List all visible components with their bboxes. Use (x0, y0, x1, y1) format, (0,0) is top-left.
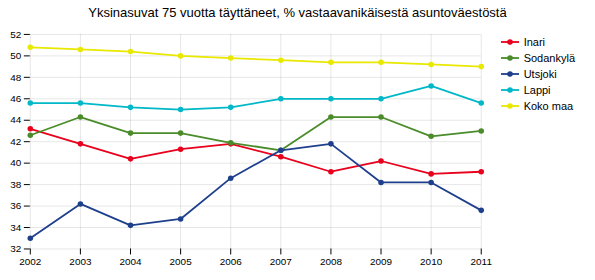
svg-text:2010: 2010 (420, 256, 443, 267)
svg-text:48: 48 (10, 72, 22, 83)
html-text:Yksinasuvat 75 vuotta täyttäne: Yksinasuvat 75 vuotta täyttäneet, % vast… (88, 5, 507, 20)
svg-text:2006: 2006 (220, 256, 243, 267)
svg-text:46: 46 (10, 93, 22, 104)
svg-text:2007: 2007 (270, 256, 293, 267)
html-text:Sodankylä: Sodankylä (523, 52, 575, 64)
html-text:Inari: Inari (523, 36, 545, 48)
html-text:Utsjoki: Utsjoki (523, 68, 557, 80)
svg-text:2011: 2011 (471, 256, 493, 267)
svg-text:2009: 2009 (370, 256, 393, 267)
svg-text:34: 34 (10, 222, 22, 233)
svg-text:2005: 2005 (170, 256, 193, 267)
svg-text:2004: 2004 (119, 256, 142, 267)
svg-text:42: 42 (10, 136, 22, 147)
svg-text:2003: 2003 (69, 256, 92, 267)
html-text:Lappi: Lappi (523, 84, 551, 96)
svg-text:38: 38 (10, 179, 22, 190)
svg-text:36: 36 (10, 200, 22, 211)
svg-text:2002: 2002 (19, 256, 42, 267)
html-text:Koko maa: Koko maa (523, 100, 574, 112)
svg-text:32: 32 (10, 243, 22, 254)
svg-text:40: 40 (10, 157, 22, 168)
svg-text:2008: 2008 (320, 256, 343, 267)
svg-text:50: 50 (10, 50, 22, 61)
svg-text:52: 52 (10, 29, 22, 40)
svg-text:44: 44 (10, 114, 22, 125)
